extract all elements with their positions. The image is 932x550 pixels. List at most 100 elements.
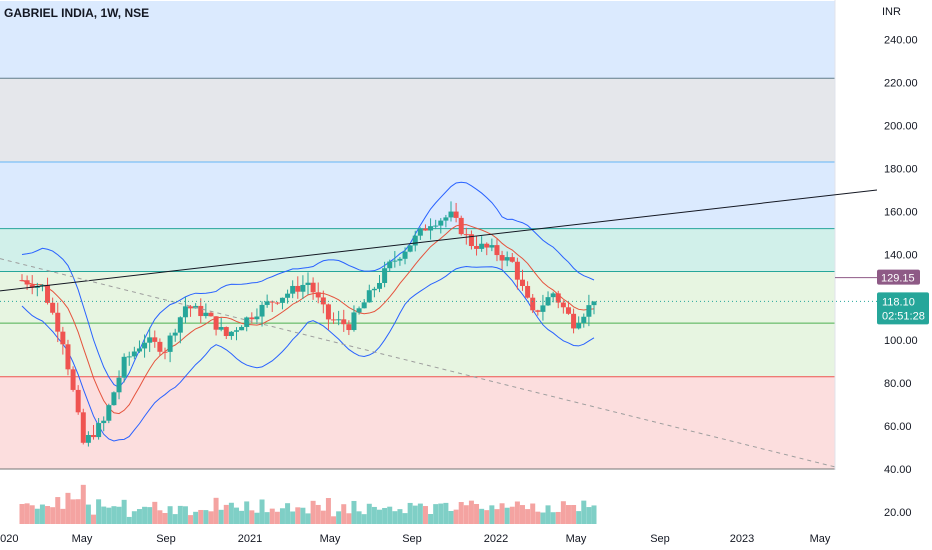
candle-body[interactable] [106, 405, 112, 421]
candle-body[interactable] [218, 327, 224, 330]
candle-body[interactable] [259, 304, 265, 317]
candle-body[interactable] [555, 293, 561, 303]
candle-body[interactable] [182, 306, 188, 318]
candle-body[interactable] [336, 319, 342, 321]
candle-body[interactable] [80, 412, 86, 443]
candle-body[interactable] [387, 261, 393, 269]
candle-body[interactable] [254, 316, 260, 320]
candle-body[interactable] [315, 292, 321, 298]
candle-body[interactable] [586, 305, 592, 317]
candle-body[interactable] [65, 344, 71, 370]
candle-body[interactable] [70, 369, 76, 390]
candle-body[interactable] [407, 245, 413, 252]
candle-body[interactable] [520, 279, 525, 286]
candle-body[interactable] [514, 261, 520, 280]
candle-body[interactable] [116, 377, 122, 393]
candle-body[interactable] [428, 226, 434, 231]
candle-body[interactable] [356, 308, 362, 313]
candle-body[interactable] [131, 351, 137, 357]
candle-body[interactable] [234, 330, 239, 332]
candle-body[interactable] [397, 258, 403, 261]
candle-body[interactable] [412, 235, 418, 246]
candle-body[interactable] [295, 285, 301, 292]
candle-body[interactable] [320, 297, 326, 305]
candle-body[interactable] [111, 392, 117, 406]
candle-body[interactable] [91, 434, 96, 438]
candle-body[interactable] [60, 331, 66, 345]
candle-body[interactable] [203, 312, 209, 317]
candle-body[interactable] [489, 245, 495, 248]
candle-body[interactable] [208, 312, 214, 317]
candle-body[interactable] [433, 225, 439, 227]
trend-line[interactable] [0, 189, 878, 292]
candle-body[interactable] [499, 255, 505, 261]
candle-body[interactable] [305, 282, 311, 285]
candle-body[interactable] [269, 301, 275, 303]
candle-body[interactable] [264, 301, 270, 305]
candle-body[interactable] [228, 331, 234, 337]
candle-body[interactable] [377, 282, 382, 289]
candle-body[interactable] [591, 301, 597, 306]
candle-body[interactable] [142, 342, 148, 349]
candle-body[interactable] [417, 228, 423, 236]
candle-body[interactable] [402, 251, 408, 259]
candle-body[interactable] [371, 288, 377, 291]
candle-body[interactable] [525, 285, 531, 298]
candle-body[interactable] [540, 305, 546, 312]
candle-body[interactable] [565, 307, 571, 314]
candle-body[interactable] [198, 305, 204, 317]
candle-body[interactable] [361, 302, 367, 309]
candle-body[interactable] [239, 326, 245, 331]
candle-body[interactable] [346, 324, 352, 331]
candle-body[interactable] [463, 234, 469, 236]
candle-body[interactable] [382, 268, 388, 283]
candle-body[interactable] [188, 306, 194, 309]
candle-body[interactable] [249, 317, 255, 320]
candle-body[interactable] [438, 220, 444, 226]
candle-body[interactable] [152, 337, 158, 342]
candle-body[interactable] [290, 285, 296, 294]
candle-body[interactable] [448, 211, 454, 218]
candle-body[interactable] [50, 302, 56, 313]
candle-body[interactable] [535, 310, 541, 312]
candle-body[interactable] [550, 293, 556, 298]
candle-body[interactable] [223, 327, 229, 337]
candle-body[interactable] [468, 234, 474, 247]
candle-body[interactable] [121, 356, 127, 378]
candle-body[interactable] [285, 293, 291, 298]
candle-body[interactable] [479, 243, 485, 249]
candle-body[interactable] [310, 282, 316, 293]
candle-body[interactable] [136, 348, 142, 352]
candle-body[interactable] [494, 245, 500, 256]
candle-body[interactable] [530, 297, 536, 311]
candle-body[interactable] [274, 302, 280, 304]
candle-body[interactable] [571, 313, 577, 329]
candle-body[interactable] [443, 217, 449, 221]
candle-body[interactable] [96, 423, 102, 438]
candle-body[interactable] [422, 228, 428, 231]
candle-body[interactable] [366, 290, 372, 303]
candle-body[interactable] [331, 319, 337, 321]
candle-body[interactable] [458, 217, 464, 235]
candle-body[interactable] [300, 284, 306, 292]
candle-body[interactable] [75, 389, 81, 413]
candle-body[interactable] [85, 434, 91, 443]
candle-body[interactable] [509, 257, 515, 262]
candle-body[interactable] [101, 420, 107, 424]
candle-body[interactable] [177, 317, 183, 333]
candle-body[interactable] [560, 302, 566, 308]
candle-body[interactable] [19, 280, 25, 282]
candle-body[interactable] [29, 284, 35, 288]
candle-body[interactable] [474, 246, 480, 249]
candle-body[interactable] [39, 284, 45, 286]
candle-body[interactable] [172, 332, 178, 336]
candle-body[interactable] [24, 280, 30, 285]
candle-body[interactable] [244, 317, 250, 327]
candle-body[interactable] [581, 316, 587, 324]
candle-body[interactable] [167, 335, 173, 352]
candle-body[interactable] [325, 304, 331, 320]
candle-body[interactable] [504, 257, 510, 261]
candle-body[interactable] [484, 243, 490, 248]
